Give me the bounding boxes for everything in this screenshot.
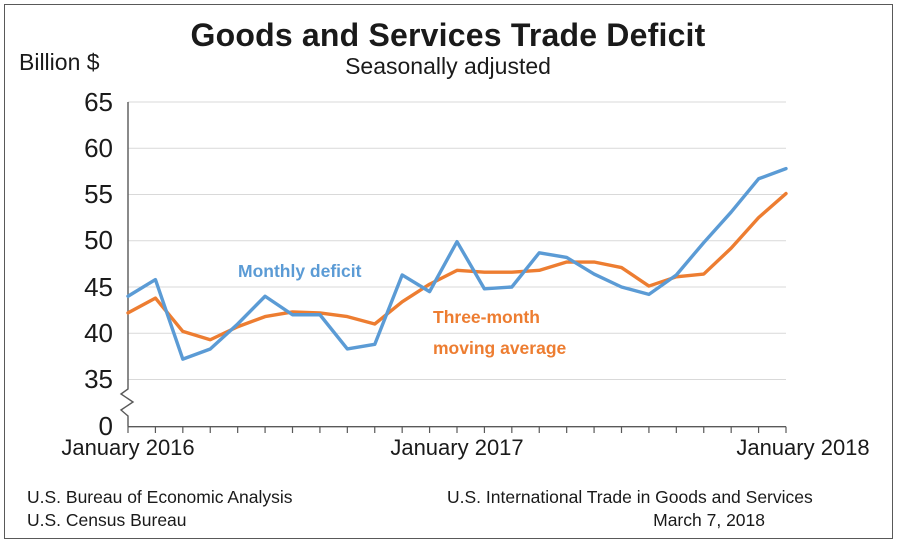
svg-text:January 2016: January 2016 xyxy=(61,435,194,460)
svg-text:60: 60 xyxy=(84,133,113,163)
svg-text:45: 45 xyxy=(84,272,113,302)
svg-text:65: 65 xyxy=(84,87,113,117)
svg-text:50: 50 xyxy=(84,225,113,255)
svg-text:55: 55 xyxy=(84,179,113,209)
svg-text:Monthly deficit: Monthly deficit xyxy=(238,261,362,281)
svg-text:moving average: moving average xyxy=(433,338,567,358)
svg-text:35: 35 xyxy=(84,364,113,394)
svg-text:Three-month: Three-month xyxy=(433,307,540,327)
svg-text:January 2017: January 2017 xyxy=(390,435,523,460)
svg-text:January 2018: January 2018 xyxy=(736,435,869,460)
svg-text:40: 40 xyxy=(84,318,113,348)
